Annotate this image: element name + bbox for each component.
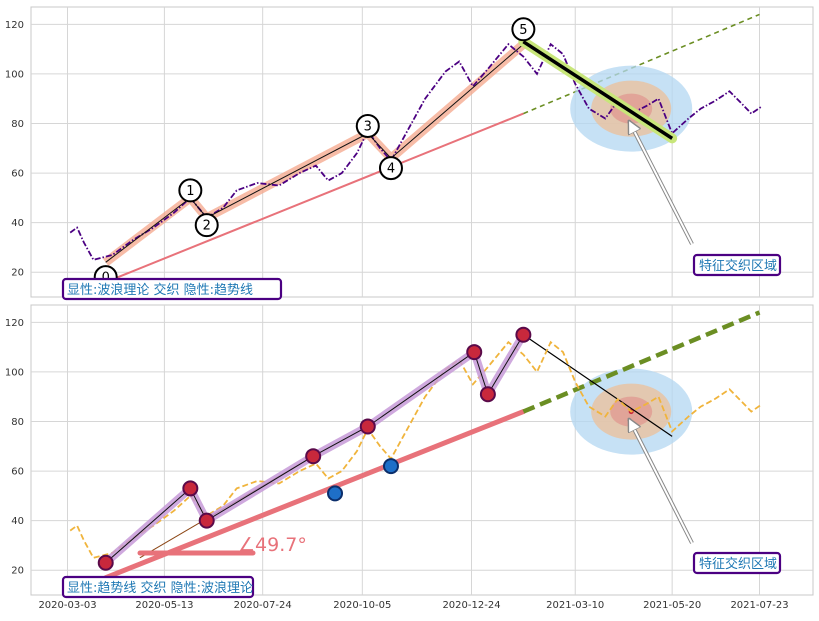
angle-text: ∠49.7° <box>238 534 307 556</box>
y-tick-label: 120 <box>5 318 24 329</box>
wave-line <box>105 43 524 263</box>
pivot-marker-red <box>515 326 532 343</box>
y-tick-label: 80 <box>11 417 24 428</box>
x-axis: 2020-03-03 2020-05-13 2020-07-24 2020-10-05… <box>38 600 788 611</box>
x-tick-label: 2021-07-23 <box>730 600 788 611</box>
x-tick-label: 2020-07-24 <box>234 600 292 611</box>
x-tick-label: 2020-12-24 <box>442 600 500 611</box>
down-line <box>522 40 674 140</box>
y-tick-label: 60 <box>11 169 24 180</box>
bottom-callout-text: 特征交织区域 <box>699 556 777 572</box>
y-tick-label: 80 <box>11 119 24 130</box>
bottom-callout-box <box>692 551 782 575</box>
bottom-annotation-box <box>61 575 255 599</box>
pivot-marker-blue <box>382 458 399 475</box>
pivot-marker-blue <box>327 485 344 502</box>
wave-label-text: 4 <box>387 162 395 177</box>
y-tick-label: 20 <box>11 566 24 577</box>
wave-label-circle <box>178 178 203 203</box>
wave-label-text: 5 <box>519 23 527 38</box>
bottom-callout-arrow-inner <box>629 419 693 544</box>
x-tick-label: 2021-05-20 <box>643 600 701 611</box>
wave-label-circle <box>355 113 380 138</box>
pivot-marker-red <box>182 480 199 497</box>
support-trend-extension <box>523 13 760 115</box>
y-tick-label: 100 <box>5 69 24 80</box>
top-plot-area <box>30 6 814 298</box>
top-callout-text: 特征交织区域 <box>699 258 777 274</box>
y-tick-label: 40 <box>11 516 24 527</box>
top-price-series <box>69 42 763 263</box>
pivot-marker-red <box>97 554 114 571</box>
top-annotation-text: 显性:波浪理论 交织 隐性:趋势线 <box>67 282 253 298</box>
top-callout-arrow-inner <box>629 121 693 245</box>
top-callout-box <box>692 253 782 277</box>
wave-label-text: 3 <box>364 119 372 134</box>
wave-label-circle <box>378 156 403 181</box>
wave-label-circle <box>511 17 536 42</box>
y-tick-label: 120 <box>5 20 24 31</box>
bottom-annotation-text: 显性:趋势线 交织 隐性:波浪理论 <box>67 580 253 596</box>
top-annotation-box <box>61 277 283 301</box>
x-tick-label: 2021-03-10 <box>546 600 604 611</box>
y-tick-label: 20 <box>11 268 24 279</box>
y-tick-label: 60 <box>11 467 24 478</box>
x-tick-label: 2020-05-13 <box>135 600 193 611</box>
top-down-trend-line <box>518 36 678 144</box>
wave-label-text: 1 <box>186 184 194 199</box>
support-trend-line <box>105 112 524 284</box>
support-trend-line <box>103 409 526 581</box>
top-y-axis: 20 40 60 80 100 120 <box>5 20 24 279</box>
y-tick-label: 100 <box>5 367 24 378</box>
wave-label-text: 2 <box>203 219 211 234</box>
down-line <box>523 334 673 437</box>
x-tick-label: 2020-03-03 <box>38 600 96 611</box>
wave-label-circle <box>194 213 219 238</box>
bottom-y-axis: 20 40 60 80 100 120 <box>5 318 24 577</box>
y-tick-label: 40 <box>11 218 24 229</box>
pivot-marker-red <box>198 512 215 529</box>
x-tick-label: 2020-10-05 <box>333 600 391 611</box>
top-trend-lines <box>105 13 760 284</box>
bottom-pivot-markers <box>97 326 532 571</box>
price-line <box>69 42 763 261</box>
pivot-marker-red <box>479 386 496 403</box>
top-grid <box>31 7 813 297</box>
pivot-marker-red <box>466 344 483 361</box>
support-trend-extension <box>522 310 761 414</box>
pivot-marker-red <box>305 448 322 465</box>
pivot-marker-red <box>359 418 376 435</box>
